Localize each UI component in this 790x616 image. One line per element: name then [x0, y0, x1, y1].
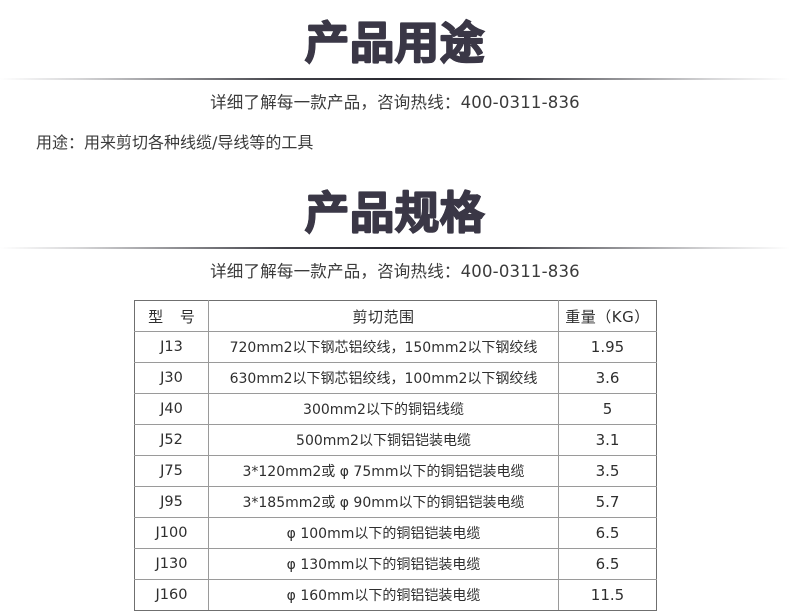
specification-table: 型 号 剪切范围 重量（KG） J13 720mm2以下钢芯铝绞线，150mm2以…	[134, 300, 657, 611]
cell-model: J100	[134, 517, 209, 549]
cell-model: J13	[134, 331, 209, 363]
cell-model: J95	[134, 486, 209, 518]
cell-model: J40	[134, 393, 209, 425]
cell-cutting-range: 3*120mm2或 φ 75mm以下的铜铝铠装电缆	[208, 455, 559, 487]
cell-weight: 11.5	[558, 579, 657, 611]
table-row: J130 φ 130mm以下的铜铝铠装电缆 6.5	[134, 548, 657, 580]
usage-description: 用途：用来剪切各种线缆/导线等的工具	[36, 133, 314, 152]
hotline-text-usage: 详细了解每一款产品，咨询热线：400-0311-836	[210, 93, 580, 112]
cell-cutting-range: 500mm2以下铜铝铠装电缆	[208, 424, 559, 456]
cell-cutting-range: 3*185mm2或 φ 90mm以下的铜铝铠装电缆	[208, 486, 559, 518]
cell-cutting-range: φ 160mm以下的铜铝铠装电缆	[208, 579, 559, 611]
cell-model: J130	[134, 548, 209, 580]
section-divider-usage	[0, 78, 790, 80]
cell-weight: 6.5	[558, 517, 657, 549]
table-row: J95 3*185mm2或 φ 90mm以下的铜铝铠装电缆 5.7	[134, 486, 657, 518]
cell-model: J160	[134, 579, 209, 611]
table-header-row: 型 号 剪切范围 重量（KG）	[134, 300, 657, 332]
page-title-usage: 产品用途	[304, 18, 485, 69]
section-divider-specification	[0, 247, 790, 249]
column-header-model: 型 号	[134, 300, 209, 332]
spec-table-container: 型 号 剪切范围 重量（KG） J13 720mm2以下钢芯铝绞线，150mm2以…	[134, 300, 657, 611]
column-header-weight: 重量（KG）	[558, 300, 657, 332]
cell-weight: 3.1	[558, 424, 657, 456]
cell-model: J30	[134, 362, 209, 394]
cell-cutting-range: φ 130mm以下的铜铝铠装电缆	[208, 548, 559, 580]
cell-weight: 5	[558, 393, 657, 425]
cell-weight: 5.7	[558, 486, 657, 518]
cell-weight: 6.5	[558, 548, 657, 580]
cell-model: J75	[134, 455, 209, 487]
table-header: 型 号 剪切范围 重量（KG）	[134, 300, 657, 332]
cell-cutting-range: 720mm2以下钢芯铝绞线，150mm2以下钢绞线	[208, 331, 559, 363]
table-row: J160 φ 160mm以下的铜铝铠装电缆 11.5	[134, 579, 657, 611]
cell-model: J52	[134, 424, 209, 456]
cell-weight: 1.95	[558, 331, 657, 363]
table-row: J52 500mm2以下铜铝铠装电缆 3.1	[134, 424, 657, 456]
cell-weight: 3.5	[558, 455, 657, 487]
cell-cutting-range: φ 100mm以下的铜铝铠装电缆	[208, 517, 559, 549]
cell-cutting-range: 630mm2以下钢芯铝绞线，100mm2以下钢绞线	[208, 362, 559, 394]
table-body: J13 720mm2以下钢芯铝绞线，150mm2以下钢绞线 1.95 J30 630mm…	[134, 331, 657, 611]
page-title-specification: 产品规格	[304, 188, 485, 239]
table-row: J100 φ 100mm以下的铜铝铠装电缆 6.5	[134, 517, 657, 549]
hotline-text-specification: 详细了解每一款产品，咨询热线：400-0311-836	[210, 262, 580, 281]
cell-cutting-range: 300mm2以下的铜铝线缆	[208, 393, 559, 425]
column-header-range: 剪切范围	[208, 300, 559, 332]
table-row: J40 300mm2以下的铜铝线缆 5	[134, 393, 657, 425]
cell-weight: 3.6	[558, 362, 657, 394]
table-row: J30 630mm2以下钢芯铝绞线，100mm2以下钢绞线 3.6	[134, 362, 657, 394]
table-row: J75 3*120mm2或 φ 75mm以下的铜铝铠装电缆 3.5	[134, 455, 657, 487]
table-row: J13 720mm2以下钢芯铝绞线，150mm2以下钢绞线 1.95	[134, 331, 657, 363]
